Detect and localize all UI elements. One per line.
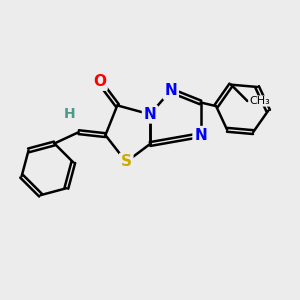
Text: N: N: [194, 128, 207, 142]
Text: N: N: [144, 107, 156, 122]
Text: N: N: [164, 83, 177, 98]
Text: H: H: [64, 107, 76, 121]
Text: S: S: [121, 154, 132, 169]
Text: CH₃: CH₃: [249, 96, 270, 106]
Text: O: O: [93, 74, 106, 89]
